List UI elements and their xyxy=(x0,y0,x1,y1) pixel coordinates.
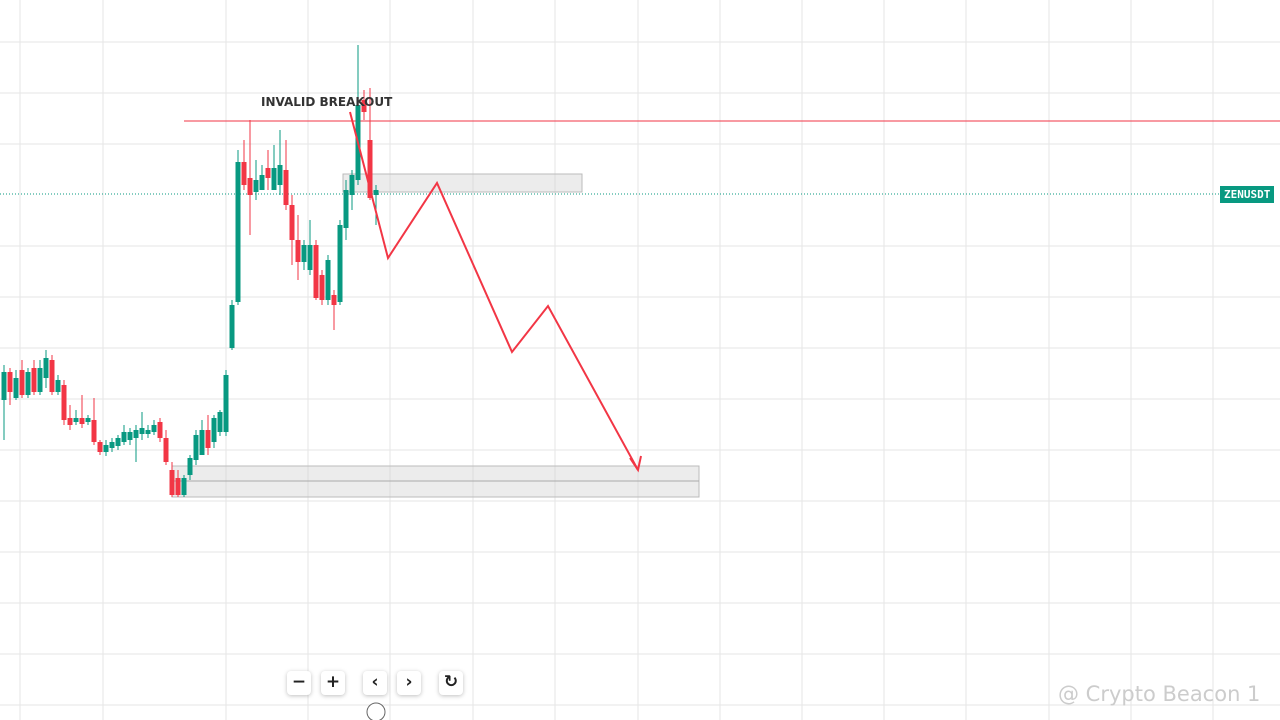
scroll-right-button[interactable]: › xyxy=(397,671,421,695)
candle-body xyxy=(31,368,37,392)
resistance-zone xyxy=(342,173,583,193)
candle-body xyxy=(337,225,343,302)
candle-body xyxy=(235,162,241,302)
candle-body xyxy=(163,438,169,462)
candle-body xyxy=(37,368,43,392)
candle-body xyxy=(295,240,301,262)
candle-body xyxy=(253,180,259,192)
reset-button[interactable]: ↻ xyxy=(439,671,463,695)
candle-body xyxy=(133,430,139,438)
candle-body xyxy=(25,372,31,395)
candle-body xyxy=(97,442,103,452)
candle-body xyxy=(127,432,133,440)
candle-body xyxy=(373,190,379,195)
candle-body xyxy=(139,428,145,434)
candle-body xyxy=(277,165,283,185)
candle-body xyxy=(7,372,13,392)
candle-body xyxy=(349,175,355,195)
candle-body xyxy=(265,168,271,178)
candle-body xyxy=(67,418,73,425)
candle-body xyxy=(151,425,157,432)
candle-body xyxy=(217,412,223,432)
candle-body xyxy=(319,275,325,300)
candle-body xyxy=(193,435,199,460)
candle-body xyxy=(13,378,19,398)
candle-body xyxy=(55,380,61,392)
candle-body xyxy=(325,260,331,300)
toolbar-icon xyxy=(366,702,386,720)
candle-body xyxy=(259,175,265,190)
candle-body xyxy=(85,418,91,422)
candle-body xyxy=(367,140,373,198)
watermark: @ Crypto Beacon 1 xyxy=(1058,682,1261,706)
candle-body xyxy=(301,245,307,262)
candle-body xyxy=(109,442,115,448)
candle-body xyxy=(223,375,229,432)
annotation: INVALID BREAKOUT xyxy=(261,95,393,109)
candle-body xyxy=(343,190,349,228)
candle-body xyxy=(289,205,295,240)
candle-body xyxy=(229,305,235,348)
zoom-out-button[interactable]: − xyxy=(287,671,311,695)
candle-body xyxy=(49,360,55,392)
candle-body xyxy=(103,445,109,452)
candle-body xyxy=(283,170,289,205)
candle-body xyxy=(181,478,187,495)
arrow-head xyxy=(629,455,642,473)
candle-body xyxy=(271,168,277,190)
zoom-in-button[interactable]: + xyxy=(321,671,345,695)
candle-body xyxy=(43,358,49,378)
candle-body xyxy=(361,100,367,112)
candles xyxy=(1,45,379,497)
candle-body xyxy=(247,178,253,195)
symbol-label: ZENUSDT xyxy=(1220,186,1275,203)
candle-body xyxy=(79,418,85,424)
candle-body xyxy=(307,245,313,270)
candle-body xyxy=(313,245,319,298)
candle-body xyxy=(169,470,175,495)
candle-body xyxy=(91,420,97,442)
candle-body xyxy=(73,418,79,422)
projection-arrow xyxy=(349,111,639,471)
candle-body xyxy=(241,162,247,185)
candle-body xyxy=(331,295,337,305)
candle-body xyxy=(211,418,217,442)
candle-body xyxy=(175,478,181,495)
candle-body xyxy=(187,458,193,475)
candle-body xyxy=(61,385,67,420)
candle-body xyxy=(157,422,163,438)
candle-body xyxy=(205,430,211,448)
candle-body xyxy=(1,372,7,400)
candle-body xyxy=(115,438,121,446)
scroll-left-button[interactable]: ‹ xyxy=(363,671,387,695)
candle-body xyxy=(19,370,25,395)
candle-body xyxy=(199,430,205,455)
candle-body xyxy=(121,432,127,442)
candle-body xyxy=(145,430,151,434)
